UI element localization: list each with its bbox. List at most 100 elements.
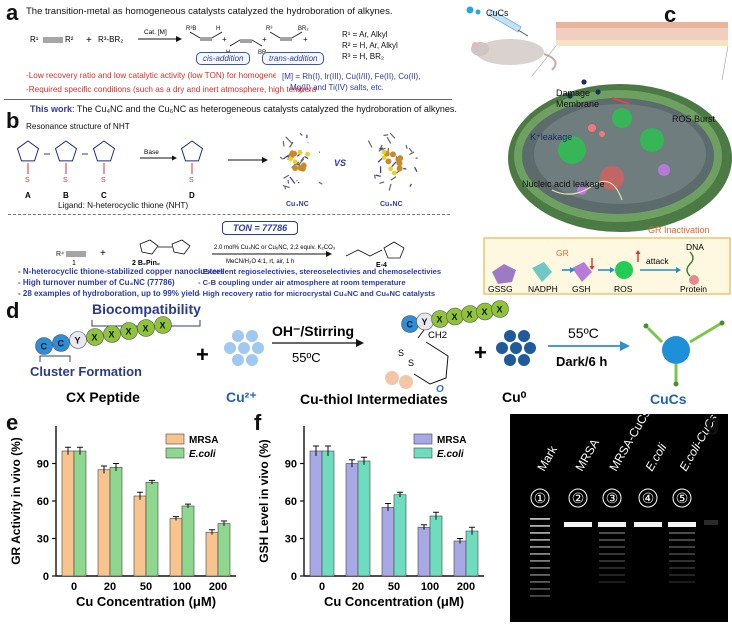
cu-thiol-sphere-2 [399,375,413,389]
nucleic-acid-label: Nucleic acid leakage [522,179,605,189]
gel-lane-number-3: ④ [642,490,655,506]
gr-bar-Ecoli-100 [181,505,195,577]
reaction-conditions-1: 2.0 mol% Cu₄NC or Cu₆NC, 2.2 equiv. K₂CO… [214,245,336,251]
gr-bar-MRSA-50 [133,495,147,577]
ladder-band [530,581,550,583]
reactant1-label: R¹ [30,35,39,44]
gsh-legend-swatch-1 [413,447,433,459]
dashed-separator [8,214,450,215]
gsh-bar-MRSA-100 [417,526,431,577]
b2pin2-structure [139,239,191,255]
gr-y-axis-label: GR Activity in vivo (%) [9,437,23,565]
label-cucs: CuCs [650,391,687,407]
plus-sign-1: + [196,342,209,367]
resonance-title: Resonance structure of NHT [26,122,130,131]
temperature-2: 55ºC [568,325,599,341]
cu-thiol-sphere-1 [385,371,399,385]
peptide-bead-letter-2: Y [75,336,81,346]
temperature-1: 55ºC [292,350,321,365]
r3-definition: R³ = H, BR₂ [342,52,384,61]
gel-lane-number-circle-2 [602,488,622,508]
hydroboration-reaction: R⁴ 1 + 2 B₂Pin₂ 2.0 mol% Cu₄NC or Cu₆NC,… [56,239,405,268]
gr-legend-label-1: E.coli [189,449,216,460]
cis-addition-box: cis-addition [196,52,251,65]
gel-smear-band [599,581,625,583]
gel-smear-band [599,539,625,541]
reaction-arrowhead [176,36,182,42]
gsh-bar-Ecoli-100 [429,515,443,577]
gel-smear-band [669,539,695,541]
pathway-gssg: GSSG [488,284,513,294]
peptide-bead-letter-2: X [437,315,443,325]
peptide-bead-letter-3: X [452,312,458,322]
peptide-bead-letter-1: C [58,339,65,349]
gel-band-4 [668,522,696,527]
ligand-label: Ligand: N-heterocyclic thione (NHT) [58,201,189,210]
compound-2-label: 2 B₂Pin₂ [132,260,160,267]
gel-smear-band [669,532,695,534]
gsh-y-tick-label: 30 [285,534,297,546]
ladder-band [530,525,550,527]
gr-legend-swatch-1 [165,447,185,459]
gr-bar-Ecoli-0 [73,450,87,577]
protein-icon [689,275,699,285]
s-label-1: S [398,348,404,358]
panel-a-reaction-scheme: R¹ R² + R³-BR₂ Cat. [M] R³B H H BR₂ R³ B… [30,26,309,56]
cucs-label: CuCs [486,8,509,18]
pathway-dna: DNA [686,242,704,252]
reactant2-label: R² [65,35,74,44]
catalyst-label: Cat. [M] [144,29,167,36]
panel-b-letter: b [6,108,20,133]
bullets-right: - Excellent regioselectivies, stereosele… [198,266,441,299]
note-low-recovery: -Low recovery ratio and low catalytic ac… [26,71,276,80]
gr-legend-label-0: MRSA [189,435,218,446]
panel-separator [4,99,452,100]
r2-definition: R² = H, Ar, Alkyl [342,41,398,50]
cu0-atoms [496,330,536,366]
peptide-bead-4 [103,325,121,343]
gsh-bar-Ecoli-200 [465,530,479,577]
gel-band-3 [634,522,662,527]
structure-label-A: A [25,191,31,200]
bullet-left-1: - N-heterocyclic thione-stabilized coppe… [18,267,225,276]
bullet-left-3: - 28 examples of hydroboration, up to 99… [18,289,200,298]
plus-sign: + [86,35,92,46]
gr-y-tick-label: 60 [37,496,49,508]
this-work-text: : The Cu₄NC and the Cu₆NC as heterogeneo… [72,104,457,114]
cu6nc-cluster-graphic [367,132,418,191]
metals-line2: Mg(II) and Ti(IV) salts, etc. [290,83,384,92]
gr-x-tick-label: 100 [173,581,191,593]
sulfur-atom-2: S [101,177,106,184]
gel-smear-band [669,581,695,583]
panel-e: e 0 30 60 90 0 20 50 100 200 Cu Concentration (μM… [0,410,250,626]
bullet-right-2: - C-B coupling under air atmosphere at r… [198,278,406,287]
gsh-icon [572,262,592,282]
label-cu0: Cu⁰ [502,389,527,405]
o-label: O [436,384,444,395]
panel-a-title: The transition-metal as homogeneous cata… [26,6,393,17]
ros-icon [615,261,633,279]
gsh-x-axis-label: Cu Concentration (μM) [324,594,464,609]
gsh-bar-Ecoli-0 [321,450,335,577]
mouse-icon [476,39,544,65]
label-cu2: Cu²⁺ [226,389,257,405]
ladder-band [530,553,550,555]
peptide-bead-6 [137,319,155,337]
peptide-bead-letter-5: X [482,307,488,317]
panel-c: c CuCs Damage Membrane [452,0,732,296]
panel-f-letter: f [254,410,262,435]
panel-a: a The transition-metal as homogeneous ca… [0,0,452,100]
ladder-band [530,560,550,562]
gel-smear-band [669,574,695,576]
gsh-bar-Ecoli-50 [393,494,407,577]
gsh-bar-Ecoli-20 [357,460,371,577]
sulfur-atom-3: S [189,177,194,184]
panel-g-letter: g [706,410,720,435]
